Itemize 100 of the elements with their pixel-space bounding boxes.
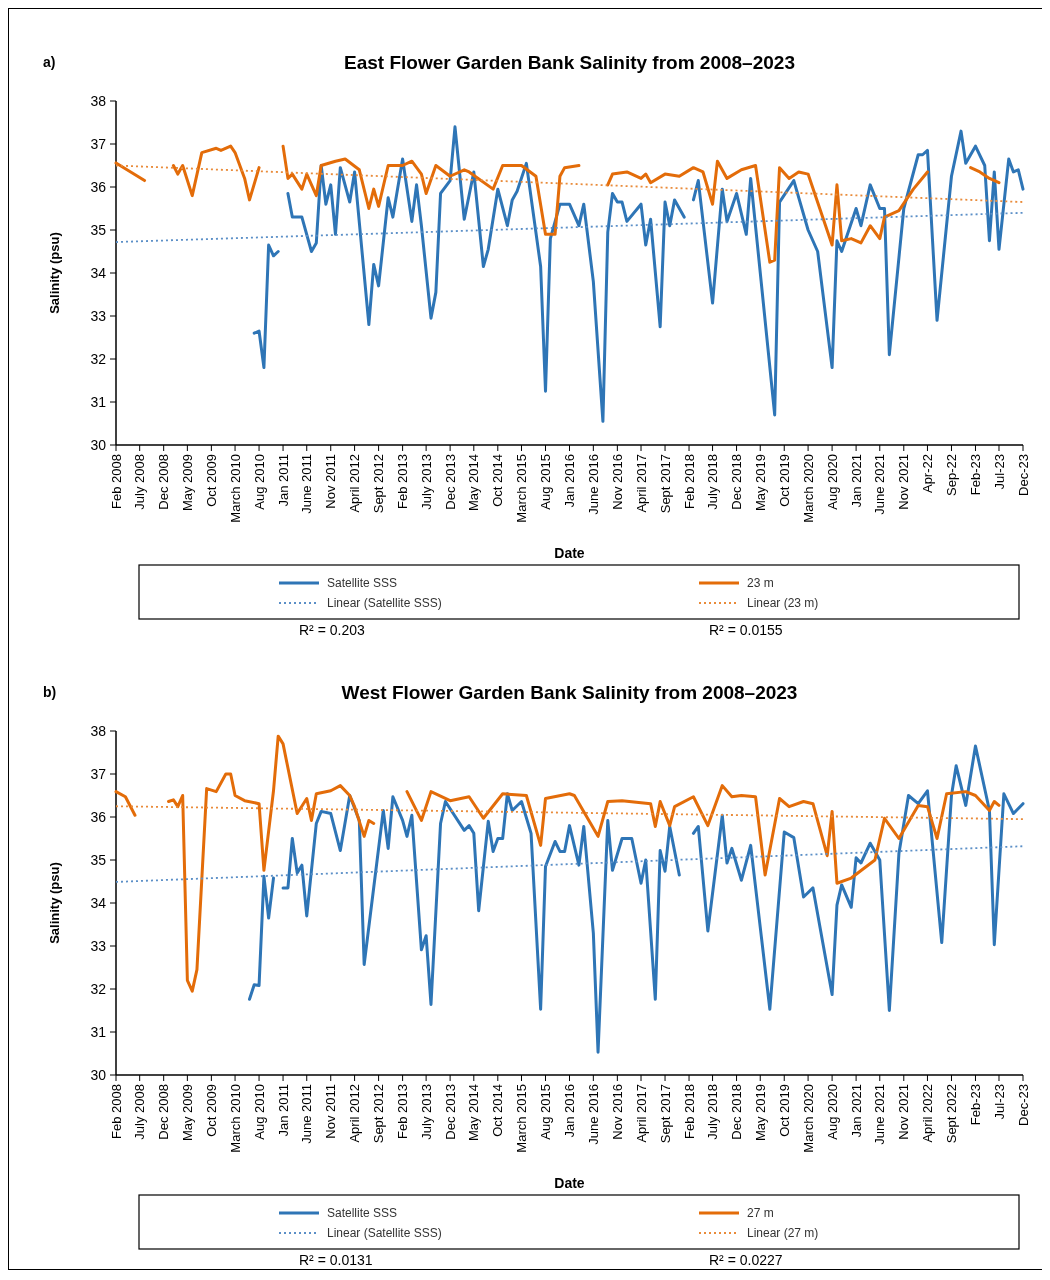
x-tick-label: Feb 2013 [395, 1084, 411, 1139]
x-tick-label: Sept 2022 [944, 1084, 960, 1144]
x-tick-label: July 2018 [705, 454, 721, 510]
x-tick-label: July 2008 [132, 454, 148, 510]
x-tick-label: Dec-23 [1015, 454, 1031, 496]
x-tick-label: June 2016 [585, 1084, 601, 1145]
x-tick-label: March 2015 [514, 454, 530, 523]
x-tick-label: May 2019 [752, 1084, 768, 1142]
text: R² = 0.0227 [709, 1252, 783, 1268]
x-tick-label: Feb 2018 [681, 1084, 697, 1139]
x-tick-label: Aug 2010 [251, 454, 267, 510]
x-tick-label: Jul-23 [991, 454, 1007, 490]
x-tick-label: Aug 2015 [538, 454, 554, 510]
text: R² = 0.0131 [299, 1252, 373, 1268]
x-tick-label: Dec 2018 [729, 454, 745, 510]
x-tick-label: Oct 2009 [203, 454, 219, 507]
x-tick-label: Oct 2019 [776, 1084, 792, 1137]
y-tick-label: 33 [90, 307, 107, 324]
y-axis-title: Salinity (psu) [47, 862, 62, 944]
x-tick-label: July 2013 [418, 454, 434, 510]
x-tick-label: Nov 2011 [323, 1084, 339, 1139]
x-tick-label: Feb-23 [968, 1084, 984, 1126]
y-tick-label: 36 [90, 808, 107, 825]
x-tick-label: Jan 2021 [848, 1084, 864, 1138]
x-tick-label: Feb 2008 [108, 1084, 124, 1139]
x-tick-label: July 2018 [705, 1084, 721, 1140]
x-tick-label: April 2022 [920, 1084, 936, 1143]
x-tick-label: Dec 2013 [442, 454, 458, 510]
text: b) [43, 684, 57, 700]
x-tick-label: Dec 2008 [156, 454, 172, 510]
x-tick-label: Oct 2014 [490, 1084, 506, 1137]
text: R² = 0.0155 [709, 622, 783, 638]
legend-label: Linear (23 m) [747, 596, 819, 610]
x-tick-label: Dec 2018 [729, 1084, 745, 1140]
legend-label: Linear (Satellite SSS) [327, 1226, 442, 1240]
x-tick-label: Apr-22 [920, 454, 936, 494]
y-tick-label: 38 [90, 722, 107, 739]
x-tick-label: July 2013 [418, 1084, 434, 1140]
x-tick-label: Aug 2020 [824, 454, 840, 510]
x-tick-label: Jul-23 [991, 1084, 1007, 1120]
chart-title: West Flower Garden Bank Salinity from 2008–2023 [341, 682, 798, 703]
x-tick-label: April 2012 [347, 1084, 363, 1143]
y-tick-label: 32 [90, 980, 107, 997]
x-tick-label: Aug 2010 [251, 1084, 267, 1140]
legend-label: 23 m [747, 576, 774, 590]
x-tick-label: Nov 2016 [609, 1084, 625, 1140]
x-axis-title: Date [554, 1175, 585, 1191]
x-tick-label: June 2021 [872, 1084, 888, 1145]
text: a) [43, 54, 56, 70]
y-axis-title: Salinity (psu) [47, 232, 62, 314]
legend-label: Linear (Satellite SSS) [327, 596, 442, 610]
x-tick-label: Sept 2017 [657, 454, 673, 514]
x-tick-label: Sept 2017 [657, 1084, 673, 1144]
x-tick-label: Nov 2016 [609, 454, 625, 510]
x-tick-label: Nov 2011 [323, 454, 339, 509]
x-tick-label: March 2020 [800, 454, 816, 523]
y-tick-label: 36 [90, 178, 107, 195]
x-tick-label: June 2016 [585, 454, 601, 515]
x-tick-label: April 2017 [633, 454, 649, 513]
x-tick-label: Aug 2020 [824, 1084, 840, 1140]
legend-label: Satellite SSS [327, 1206, 398, 1220]
y-tick-label: 38 [90, 92, 107, 109]
legend-label: 27 m [747, 1206, 774, 1220]
text: R² = 0.203 [299, 622, 365, 638]
x-tick-label: March 2010 [227, 1084, 243, 1153]
x-tick-label: Sept 2012 [371, 1084, 387, 1144]
x-axis-title: Date [554, 545, 585, 561]
x-tick-label: Jan 2016 [562, 1084, 578, 1138]
x-tick-label: Jan 2016 [562, 454, 578, 508]
x-tick-label: May 2009 [179, 1084, 195, 1142]
y-tick-label: 34 [90, 264, 107, 281]
x-tick-label: Sept 2012 [371, 454, 387, 514]
x-tick-label: Nov 2021 [896, 454, 912, 510]
x-tick-label: Oct 2009 [203, 1084, 219, 1137]
y-tick-label: 34 [90, 894, 107, 911]
chart-title: East Flower Garden Bank Salinity from 2008–2023 [344, 52, 795, 73]
y-tick-label: 37 [90, 765, 107, 782]
x-tick-label: Dec 2008 [156, 1084, 172, 1140]
x-tick-label: April 2012 [347, 454, 363, 513]
x-tick-label: Feb 2018 [681, 454, 697, 509]
y-tick-label: 30 [90, 1066, 107, 1083]
y-tick-label: 31 [90, 1023, 107, 1040]
x-tick-label: Feb 2008 [108, 454, 124, 509]
y-tick-label: 32 [90, 350, 107, 367]
x-tick-label: June 2011 [299, 1084, 315, 1144]
x-tick-label: Oct 2014 [490, 454, 506, 507]
x-tick-label: Dec 2013 [442, 1084, 458, 1140]
y-tick-label: 35 [90, 851, 107, 868]
x-tick-label: March 2015 [514, 1084, 530, 1153]
y-tick-label: 31 [90, 393, 107, 410]
x-tick-label: March 2010 [227, 454, 243, 523]
x-tick-label: Jan 2011 [275, 454, 291, 507]
x-tick-label: June 2021 [872, 454, 888, 515]
y-tick-label: 30 [90, 436, 107, 453]
x-tick-label: Feb 2013 [395, 454, 411, 509]
x-tick-label: March 2020 [800, 1084, 816, 1153]
x-tick-label: June 2011 [299, 454, 315, 514]
x-tick-label: July 2008 [132, 1084, 148, 1140]
x-tick-label: Oct 2019 [776, 454, 792, 507]
x-tick-label: April 2017 [633, 1084, 649, 1143]
